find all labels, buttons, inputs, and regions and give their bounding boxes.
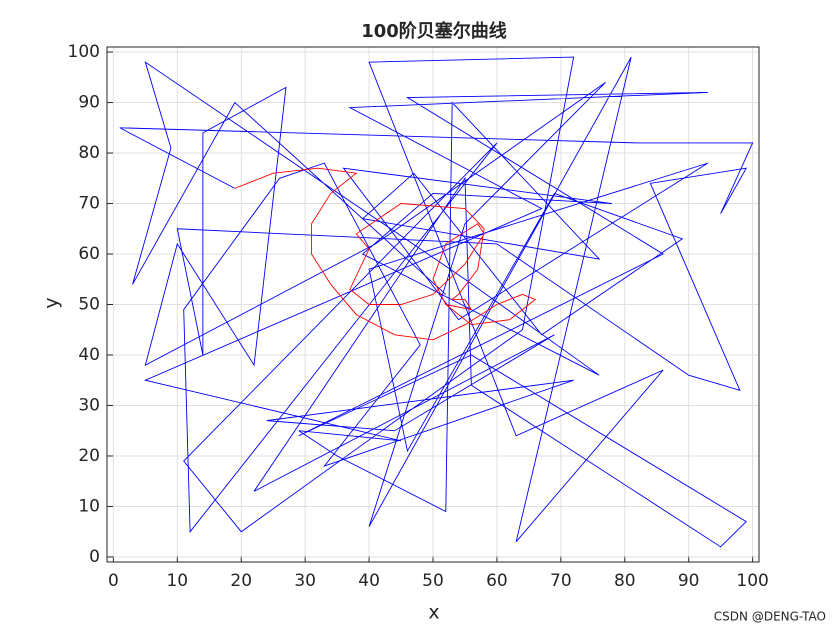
x-tick-label: 80: [614, 571, 636, 591]
y-tick-label: 30: [78, 395, 100, 415]
data-line: [119, 56, 754, 548]
x-tick-label: 90: [678, 571, 700, 591]
x-tick-label: 30: [294, 571, 316, 591]
watermark: CSDN @DENG-TAO: [714, 610, 826, 624]
y-tick-label: 90: [78, 93, 100, 113]
y-tick-label: 70: [78, 194, 100, 214]
x-tick-label: 70: [550, 571, 572, 591]
y-tick-label: 80: [78, 143, 100, 163]
y-tick-label: 100: [68, 42, 100, 62]
x-tick-label: 60: [486, 571, 508, 591]
y-tick-label: 20: [78, 446, 100, 466]
chart-title: 100阶贝塞尔曲线: [361, 20, 507, 42]
y-tick-label: 50: [78, 295, 100, 315]
x-tick-label: 100: [736, 571, 768, 591]
plot-frame: [106, 46, 760, 563]
x-axis-label: x: [428, 602, 439, 624]
x-tick-label: 50: [422, 571, 444, 591]
y-tick-label: 60: [78, 244, 100, 264]
x-tick-label: 20: [230, 571, 252, 591]
x-tick-label: 40: [358, 571, 380, 591]
x-tick-label: 10: [166, 571, 188, 591]
y-tick-label: 10: [78, 496, 100, 516]
y-tick-label: 40: [78, 345, 100, 365]
y-tick-label: 0: [89, 547, 100, 567]
y-axis-label: y: [41, 297, 63, 308]
data-line: [234, 167, 537, 341]
x-tick-label: 0: [108, 571, 119, 591]
